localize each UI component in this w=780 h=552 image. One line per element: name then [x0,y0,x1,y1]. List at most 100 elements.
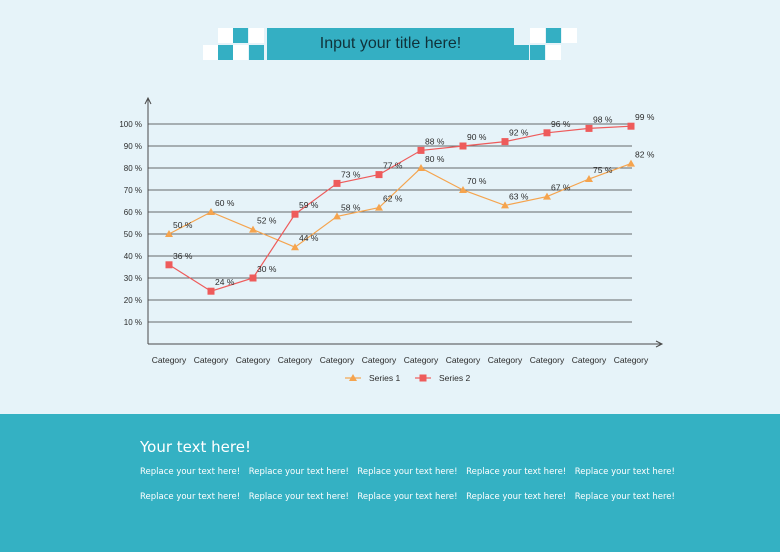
banner-square [249,45,264,60]
series-line-1 [168,163,632,248]
data-label: 80 % [425,154,445,164]
y-tick-label: 50 % [124,230,142,239]
y-tick-label: 100 % [119,120,142,129]
footer-text: Replace your text here! [140,492,241,502]
data-label: 98 % [593,114,613,124]
data-label: 90 % [467,132,487,142]
data-point [585,124,593,132]
y-tick-label: 90 % [124,142,142,151]
data-point [165,261,173,269]
data-label: 92 % [509,128,529,138]
data-label: 30 % [257,264,277,274]
data-label: 67 % [551,183,571,193]
footer-title: Your text here! [140,438,251,456]
banner-square [514,45,529,60]
data-label: 73 % [341,169,361,179]
data-point [417,146,425,154]
banner-square [530,28,545,43]
data-label: 44 % [299,233,319,243]
data-label: 88 % [425,136,445,146]
data-label: 36 % [173,251,193,261]
data-point [543,192,551,200]
data-label: 24 % [215,277,235,287]
data-point [375,203,383,211]
x-tick-label: Category [488,355,523,365]
footer-text-row: Replace your text here! Replace your tex… [140,467,683,477]
y-tick-label: 70 % [124,186,142,195]
footer-text: Replace your text here! [357,467,458,477]
banner-square [233,28,248,43]
footer-text: Replace your text here! [574,467,675,477]
x-tick-label: Category [572,355,607,365]
y-tick-label: 10 % [124,318,142,327]
footer-text: Replace your text here! [248,492,349,502]
x-tick-label: Category [362,355,397,365]
x-tick-label: Category [404,355,439,365]
legend-marker [419,374,427,382]
footer-text: Replace your text here! [357,492,458,502]
data-label: 52 % [257,216,277,226]
y-tick-label: 80 % [124,164,142,173]
x-axis-arrow [655,340,664,348]
data-point [333,179,341,187]
data-label: 77 % [383,161,403,171]
data-label: 50 % [173,220,193,230]
data-point [501,138,509,146]
series-line-2 [168,125,632,292]
data-point [627,122,635,130]
x-tick-label: Category [194,355,229,365]
data-point [207,208,215,215]
x-tick-label: Category [320,355,355,365]
banner-square [546,28,561,43]
banner-square [218,28,233,43]
banner-square [218,45,233,60]
data-label: 60 % [215,198,235,208]
x-tick-label: Category [530,355,565,365]
chart-panel: Input your title here! 10 % 20 % 30 % 40 % 5… [119,28,664,383]
data-label: 59 % [299,200,319,210]
x-tick-label: Category [152,355,187,365]
page-title: Input your title here! [267,28,514,60]
data-point [291,243,299,251]
data-label: 99 % [635,112,655,122]
data-point [585,175,593,182]
x-tick-label: Category [446,355,481,365]
y-axis-arrow [144,96,152,105]
data-label: 63 % [509,191,529,201]
data-point [249,274,257,282]
text-panel: Your text here! Replace your text here! … [0,414,780,552]
data-point [627,159,635,167]
data-point [459,186,467,193]
data-label: 70 % [467,176,487,186]
banner-square [203,45,218,60]
data-point [375,171,383,179]
footer-text-row: Replace your text here! Replace your tex… [140,492,683,502]
data-label: 75 % [593,165,613,175]
legend-label: Series 1 [369,373,400,383]
data-label: 96 % [551,119,571,129]
y-tick-label: 60 % [124,208,142,217]
footer-text: Replace your text here! [466,467,567,477]
banner-square [546,45,561,60]
data-label: 82 % [635,150,655,160]
footer-text: Replace your text here! [248,467,349,477]
data-point [249,225,257,233]
banner-square [249,28,264,43]
footer-text: Replace your text here! [466,492,567,502]
data-label: 62 % [383,194,403,204]
data-point [501,201,509,209]
data-point [459,142,467,150]
banner-square [233,45,248,60]
data-point [165,230,173,237]
data-point [333,212,341,220]
data-label: 58 % [341,202,361,212]
footer-text: Replace your text here! [140,467,241,477]
legend-label: Series 2 [439,373,470,383]
legend-marker [349,374,357,381]
y-tick-label: 40 % [124,252,142,261]
footer-text: Replace your text here! [574,492,675,502]
banner-square [530,45,545,60]
y-tick-label: 20 % [124,296,142,305]
data-point [543,129,551,137]
data-point [417,164,425,171]
